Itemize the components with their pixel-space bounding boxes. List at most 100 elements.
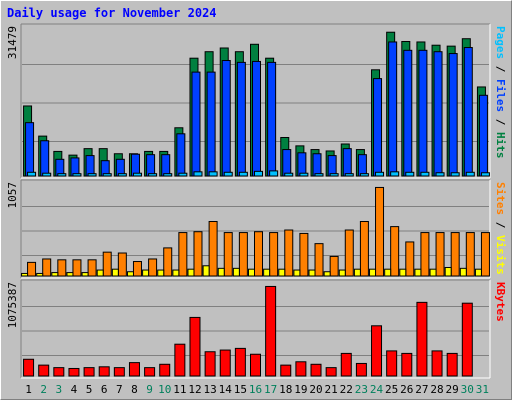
bar-kbytes-day-7 (113, 367, 125, 377)
bar-visits-day-29 (444, 266, 452, 277)
bar-sites-day-26 (405, 241, 415, 277)
bar-kbytes-day-5 (83, 367, 95, 377)
bar-visits-day-11 (172, 269, 180, 277)
bar-pages-day-29 (450, 172, 460, 177)
bar-pages-day-31 (480, 172, 490, 177)
bar-sites-day-30 (465, 232, 475, 277)
bar-files-day-20 (312, 153, 322, 177)
chart-title: Daily usage for November 2024 (7, 6, 217, 20)
series-label-part: / (494, 112, 507, 132)
bar-kbytes-day-12 (189, 316, 201, 377)
bar-visits-day-22 (338, 269, 346, 277)
day-label-2: 2 (40, 383, 47, 396)
day-label-13: 13 (203, 383, 216, 396)
bar-kbytes-day-11 (174, 343, 186, 377)
bar-kbytes-day-24 (371, 325, 383, 377)
bar-kbytes-day-30 (461, 302, 473, 377)
bar-pages-day-14 (223, 171, 233, 177)
bar-kbytes-day-18 (280, 364, 292, 377)
bar-sites-day-10 (163, 247, 173, 277)
bar-kbytes-day-19 (295, 361, 307, 377)
bar-sites-day-3 (57, 259, 67, 277)
bar-kbytes-day-28 (431, 350, 443, 377)
bar-pages-day-2 (42, 172, 52, 177)
bar-visits-day-3 (51, 272, 59, 277)
bar-pages-day-20 (314, 173, 324, 177)
day-label-3: 3 (56, 383, 63, 396)
bar-sites-day-28 (435, 232, 445, 277)
bar-pages-day-8 (132, 172, 142, 177)
bar-visits-day-9 (142, 269, 150, 277)
bar-files-day-10 (161, 154, 171, 177)
bar-files-day-27 (418, 49, 428, 177)
day-label-17: 17 (264, 383, 277, 396)
series-label-part: KBytes (494, 282, 507, 322)
day-label-29: 29 (446, 383, 459, 396)
day-label-30: 30 (461, 383, 474, 396)
bar-files-day-13 (206, 71, 216, 177)
bar-visits-day-26 (399, 268, 407, 277)
bar-pages-day-21 (329, 173, 339, 177)
bar-pages-day-23 (359, 173, 369, 177)
bar-visits-day-12 (187, 268, 195, 277)
bar-sites-day-21 (329, 255, 339, 277)
bar-files-day-2 (40, 140, 50, 177)
bar-pages-day-25 (390, 171, 400, 177)
bar-visits-day-10 (157, 269, 165, 277)
series-label-part: Pages (494, 26, 507, 59)
bar-visits-day-17 (263, 268, 271, 277)
bar-visits-day-20 (308, 269, 316, 277)
bar-pages-day-22 (344, 173, 354, 177)
bar-files-day-9 (146, 154, 156, 177)
bar-sites-day-1 (27, 261, 37, 277)
day-label-15: 15 (234, 383, 247, 396)
series-label-part: Files (494, 79, 507, 112)
bar-files-day-31 (478, 94, 488, 177)
bar-files-day-30 (463, 47, 473, 177)
bar-pages-day-24 (375, 171, 385, 177)
bar-visits-day-25 (384, 268, 392, 277)
bar-visits-day-6 (96, 269, 104, 277)
max-label-kbytes: 1075387 (6, 282, 19, 328)
day-label-23: 23 (355, 383, 368, 396)
bar-sites-day-27 (420, 232, 430, 277)
bar-visits-day-16 (248, 268, 255, 277)
bar-visits-day-21 (323, 271, 331, 277)
bar-pages-day-19 (299, 172, 309, 177)
day-label-24: 24 (370, 383, 384, 396)
bar-sites-day-25 (390, 226, 400, 277)
bar-files-day-19 (297, 152, 307, 177)
bar-sites-day-4 (72, 259, 82, 277)
bar-sites-day-24 (375, 186, 385, 277)
day-label-18: 18 (279, 383, 292, 396)
bar-kbytes-day-20 (310, 363, 322, 377)
day-label-8: 8 (131, 383, 138, 396)
bar-files-day-14 (221, 60, 231, 177)
bar-files-day-16 (252, 60, 261, 177)
bar-visits-day-30 (459, 267, 467, 277)
day-label-4: 4 (71, 383, 78, 396)
bar-pages-day-16 (254, 170, 263, 177)
bar-sites-day-31 (480, 232, 490, 277)
bar-kbytes-day-9 (144, 367, 156, 377)
bar-pages-day-4 (72, 173, 82, 177)
max-label-hits-files-pages: 31479 (6, 26, 19, 59)
bar-files-day-22 (342, 148, 352, 177)
day-label-1: 1 (25, 383, 32, 396)
bar-files-day-11 (176, 133, 186, 177)
bar-kbytes-day-8 (128, 362, 140, 377)
day-label-5: 5 (86, 383, 93, 396)
bar-sites-day-14 (223, 232, 233, 277)
day-label-21: 21 (325, 383, 338, 396)
bar-files-day-23 (357, 154, 367, 177)
bar-pages-day-18 (284, 172, 294, 177)
bar-sites-day-9 (148, 258, 158, 277)
bar-pages-day-27 (420, 171, 430, 177)
bar-pages-day-10 (163, 173, 173, 177)
bar-kbytes-day-13 (204, 351, 216, 377)
bar-pages-day-11 (178, 172, 188, 177)
bar-kbytes-day-25 (386, 350, 398, 377)
bar-kbytes-day-17 (265, 285, 277, 377)
bar-sites-day-6 (102, 251, 112, 277)
